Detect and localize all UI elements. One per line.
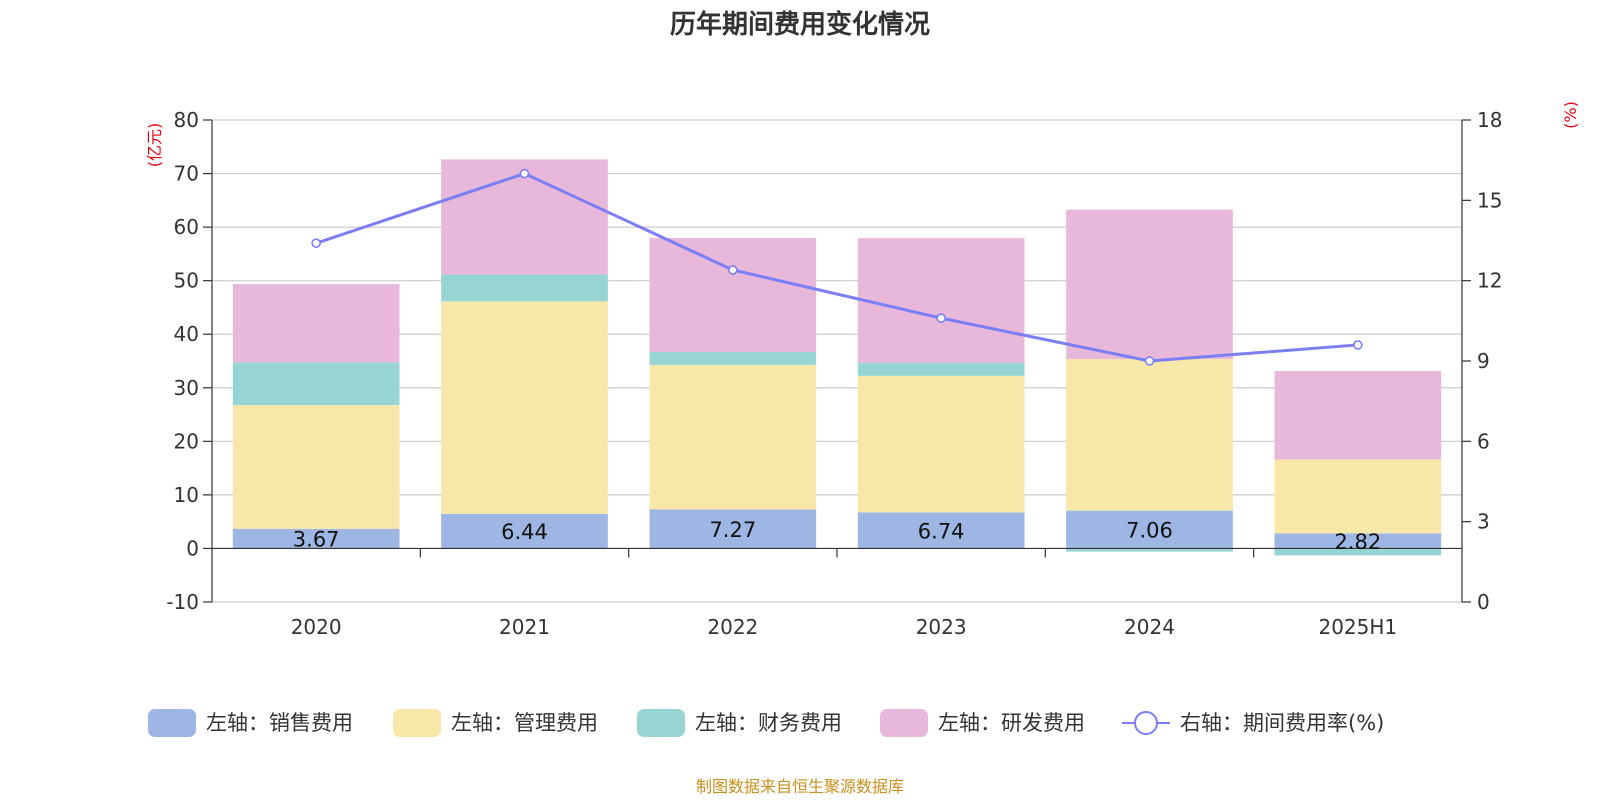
right-axis-tick-label: 3: [1477, 510, 1490, 534]
bar-segment: [1274, 533, 1442, 549]
bar-segment: [857, 375, 1025, 513]
x-axis-tick-label: 2021: [499, 615, 550, 639]
bar-segment: [857, 238, 1025, 363]
right-axis-tick-label: 12: [1477, 269, 1502, 293]
bar-segment: [232, 528, 400, 549]
x-axis-tick-label: 2020: [291, 615, 342, 639]
data-label: 6.74: [918, 519, 965, 543]
left-axis-tick-label: 40: [174, 322, 199, 346]
bar-segment: [441, 274, 608, 302]
bar-segment: [232, 405, 400, 529]
legend-item[interactable]: 左轴：研发费用: [880, 709, 1085, 737]
right-axis-tick-label: 15: [1477, 188, 1502, 212]
legend-item[interactable]: 右轴：期间费用率(%): [1122, 711, 1384, 735]
right-axis-tick-label: 18: [1477, 108, 1502, 132]
legend-marker: [1134, 711, 1158, 735]
data-label: 7.27: [709, 518, 756, 542]
legend-swatch: [637, 709, 685, 737]
grid-lines: [212, 119, 1462, 603]
legend-item[interactable]: 左轴：销售费用: [148, 709, 353, 737]
left-axis-tick-label: 10: [174, 483, 199, 507]
right-axis-unit: (%): [1561, 101, 1580, 129]
data-label: 2.82: [1334, 530, 1381, 554]
right-axis-tick-label: 0: [1477, 590, 1490, 614]
rate-line: [311, 168, 1363, 366]
data-label: 7.06: [1126, 519, 1173, 543]
x-axis-tick-label: 2024: [1124, 615, 1175, 639]
rate-line-path: [315, 171, 1358, 363]
x-axis-tick-label: 2023: [916, 615, 967, 639]
legend-label: 右轴：期间费用率(%): [1180, 711, 1384, 735]
chart-title: 历年期间费用变化情况: [670, 9, 930, 40]
bar-segment: [1066, 209, 1233, 360]
legend-swatch: [393, 709, 441, 737]
data-label: 3.67: [293, 528, 340, 552]
rate-point: [311, 238, 321, 248]
rate-point: [936, 313, 946, 323]
left-axis-tick-label: 80: [174, 108, 199, 132]
left-axis-tick-label: -10: [166, 590, 199, 614]
legend-label: 左轴：研发费用: [938, 711, 1085, 735]
left-axis-tick-label: 60: [174, 215, 199, 239]
bar-segment: [649, 352, 817, 365]
rate-point: [1144, 356, 1155, 366]
legend: 左轴：销售费用 左轴：管理费用 左轴：财务费用 左轴：研发费用 右轴：期间费用率(%): [148, 709, 1384, 737]
legend-item[interactable]: 左轴：财务费用: [637, 709, 842, 737]
bar-segment: [1274, 548, 1442, 556]
bar-segment: [441, 513, 608, 549]
left-axis-tick-label: 30: [174, 376, 199, 400]
bar-segment: [232, 362, 400, 406]
axes: -10 0 10 20 30 40 50 60 70 80 0 3 6 9 12 15 18 2020 2021 20…: [166, 108, 1502, 639]
bar-segment: [1066, 510, 1233, 549]
data-labels: 3.67 6.44 7.27 6.74 7.06 2.82: [293, 518, 1381, 554]
right-axis-tick-label: 6: [1477, 429, 1490, 453]
rate-point: [1353, 340, 1363, 350]
right-axis-tick-label: 9: [1477, 349, 1490, 373]
bar-segment: [1274, 459, 1442, 534]
source-note: 制图数据来自恒生聚源数据库: [696, 777, 904, 796]
legend-swatch: [148, 709, 196, 737]
bar-segment: [1274, 371, 1442, 460]
left-axis-tick-label: 70: [174, 162, 199, 186]
legend-label: 左轴：销售费用: [206, 711, 353, 735]
left-axis-tick-label: 0: [186, 536, 199, 560]
bar-segment: [857, 512, 1025, 549]
x-axis-tick-label: 2022: [707, 615, 758, 639]
left-axis-unit: (亿元): [145, 123, 164, 168]
rate-point: [519, 168, 530, 179]
legend-item[interactable]: 左轴：管理费用: [393, 709, 598, 737]
bar-segment: [649, 509, 817, 549]
bar-segment: [857, 362, 1025, 376]
bar-segment: [1066, 548, 1233, 552]
data-label: 6.44: [501, 520, 548, 544]
left-axis-tick-label: 50: [174, 269, 199, 293]
bar-segment: [1066, 359, 1233, 511]
bar-segment: [441, 159, 608, 275]
bar-series: [232, 159, 1442, 556]
legend-swatch: [880, 709, 928, 737]
legend-label: 左轴：财务费用: [695, 711, 842, 735]
legend-label: 左轴：管理费用: [451, 711, 598, 735]
bar-segment: [232, 284, 400, 363]
bar-segment: [441, 301, 608, 514]
rate-point: [728, 265, 738, 275]
bar-segment: [649, 237, 817, 353]
x-axis-tick-label: 2025H1: [1318, 615, 1397, 639]
bar-segment: [649, 364, 817, 510]
left-axis-tick-label: 20: [174, 429, 199, 453]
